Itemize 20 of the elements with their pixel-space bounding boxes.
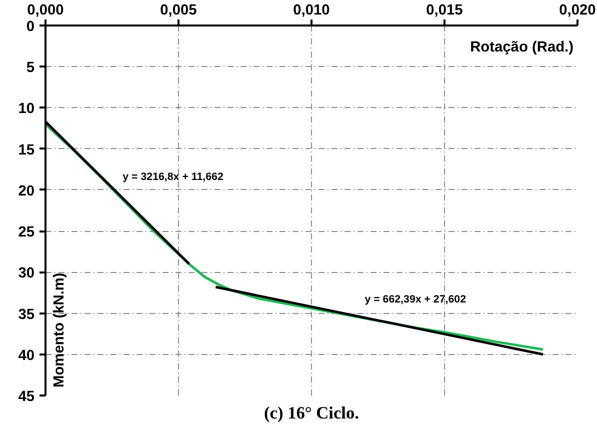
y-tick-label: 35 xyxy=(18,306,35,323)
annotation: y = 3216,8x + 11,662 xyxy=(122,171,224,184)
x-tick-label: 0,020 xyxy=(559,2,596,18)
y-tick-label: 45 xyxy=(18,389,35,405)
x-tick-label: 0,005 xyxy=(160,2,197,18)
y-tick-label: 0 xyxy=(26,19,35,35)
y-tick-label: 25 xyxy=(18,224,35,241)
annotation: y = 662,39x + 27,602 xyxy=(364,293,466,306)
y-tick-label: 15 xyxy=(18,142,35,158)
text: (c) 16° Ciclo. xyxy=(264,404,359,422)
x-tick-label: 0,010 xyxy=(293,2,330,18)
x-axis-title: Rotação (Rad.) xyxy=(470,40,574,56)
x-tick-label: 0,000 xyxy=(27,2,64,18)
y-tick-label: 5 xyxy=(26,60,35,76)
y-tick-label: 20 xyxy=(18,183,35,200)
x-tick-label: 0,015 xyxy=(426,2,463,18)
y-tick-label: 10 xyxy=(18,101,35,118)
y-tick-label: 30 xyxy=(18,266,35,282)
y-tick-label: 40 xyxy=(18,348,35,364)
y-axis-title: Momento (kN.m) xyxy=(52,272,68,388)
